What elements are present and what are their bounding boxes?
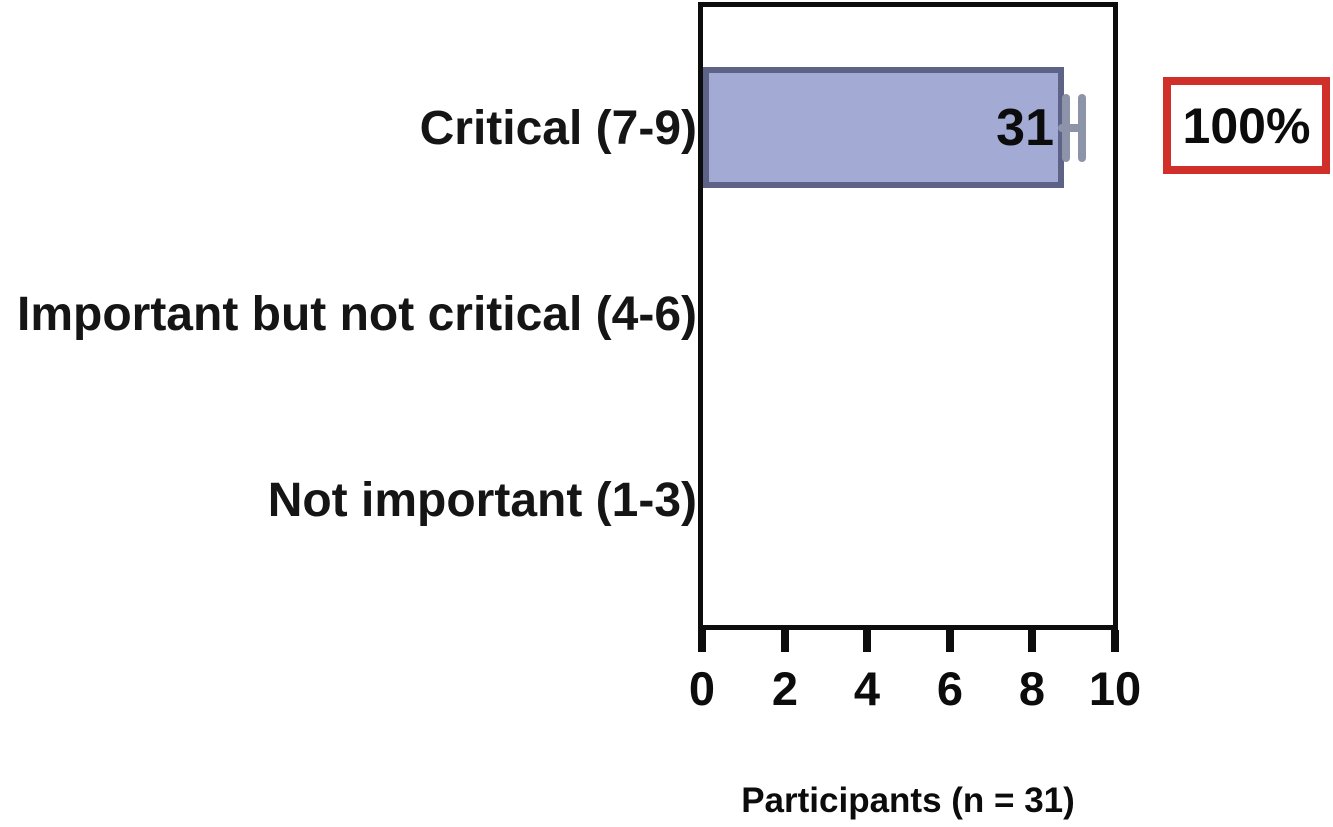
percentage-annotation-box: 100% <box>1163 77 1330 174</box>
x-axis-title: Participants (n = 31) <box>741 781 1075 820</box>
x-tick-8 <box>1028 630 1036 652</box>
x-tick-label-0: 0 <box>688 662 716 715</box>
x-tick-label-2: 2 <box>771 662 799 715</box>
category-label-not-important: Not important (1-3) <box>267 474 697 527</box>
y-axis-category-labels: Critical (7-9) Important but not critica… <box>0 0 697 630</box>
x-tick-label-10: 10 <box>1088 662 1142 715</box>
x-tick-10 <box>1111 630 1119 652</box>
error-bar-line <box>1058 124 1086 132</box>
bar-value-label: 31 <box>996 98 1054 157</box>
category-label-critical: Critical (7-9) <box>419 102 697 155</box>
bar-critical: 31 <box>703 67 1064 188</box>
x-tick-2 <box>781 630 789 652</box>
percentage-annotation-text: 100% <box>1182 97 1311 154</box>
plot-frame <box>698 2 1118 630</box>
x-tick-0 <box>698 630 706 652</box>
x-tick-label-4: 4 <box>853 662 881 715</box>
x-tick-6 <box>946 630 954 652</box>
x-tick-4 <box>863 630 871 652</box>
x-tick-label-6: 6 <box>936 662 964 715</box>
category-label-important-not-critical: Important but not critical (4-6) <box>16 288 697 341</box>
x-tick-label-8: 8 <box>1018 662 1046 715</box>
error-bar-right-cap <box>1078 94 1086 162</box>
